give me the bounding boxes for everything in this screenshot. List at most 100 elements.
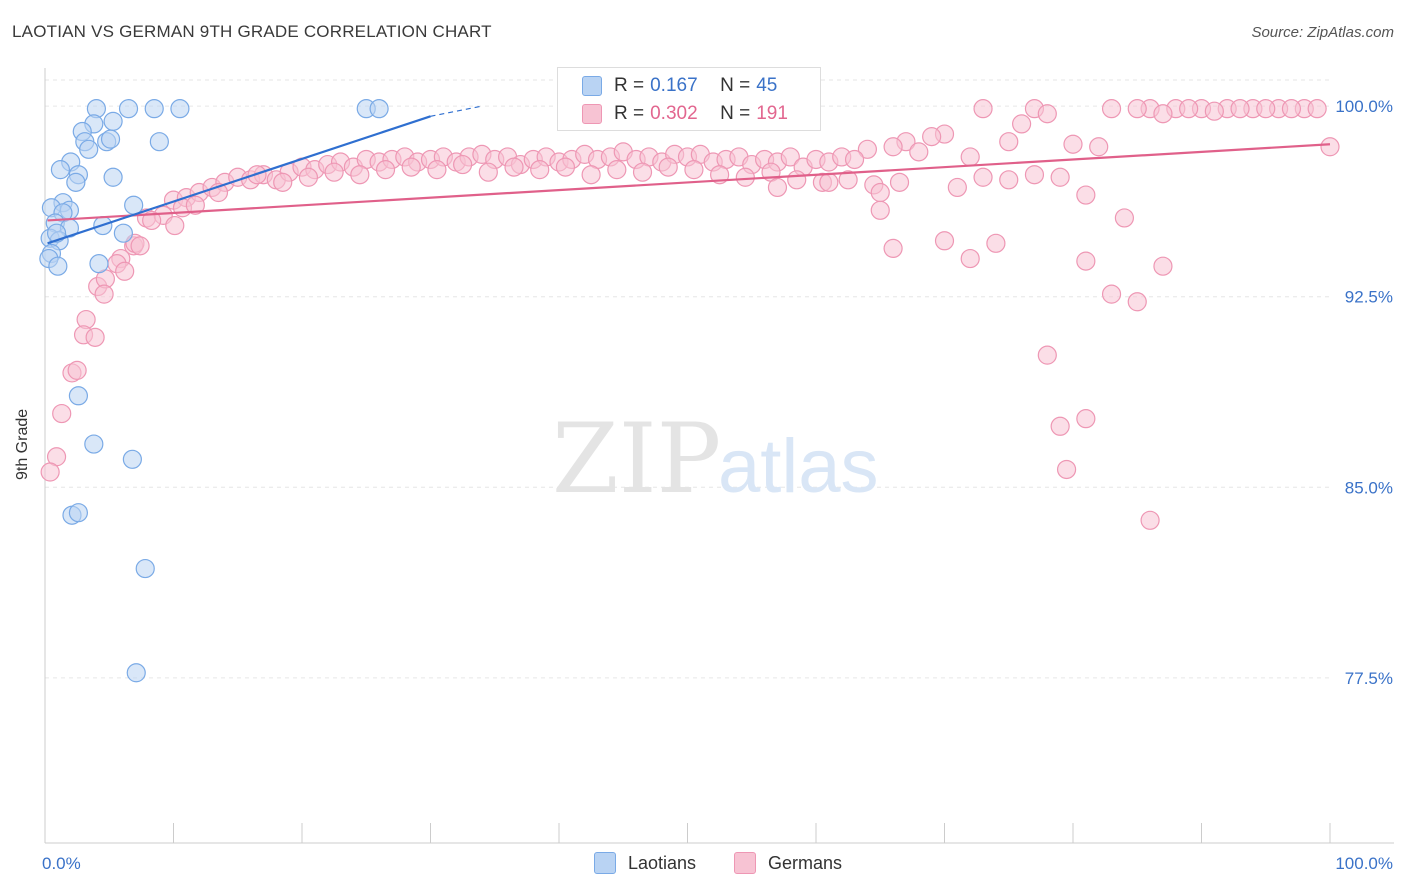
- germans-point: [298, 167, 319, 187]
- germans-point: [1256, 99, 1276, 119]
- germans-point: [1076, 409, 1096, 429]
- laotians-point: [79, 139, 99, 159]
- germans-point: [632, 162, 653, 182]
- germans-point: [52, 403, 72, 424]
- germans-point: [838, 170, 858, 190]
- laotians-legend-swatch: [594, 852, 616, 874]
- germans-point: [999, 170, 1019, 190]
- watermark-atlas: atlas: [718, 424, 879, 509]
- germans-point: [844, 149, 865, 170]
- laotians-point: [144, 99, 164, 119]
- legend-item-laotians: Laotians: [594, 852, 696, 874]
- laotians-point: [122, 449, 142, 469]
- germans-point: [142, 210, 162, 231]
- germans-point: [1179, 99, 1199, 119]
- germans-point: [504, 157, 524, 177]
- germans-point: [85, 327, 105, 347]
- germans-point: [819, 172, 839, 192]
- germans-point: [735, 167, 755, 187]
- germans-point: [934, 231, 955, 251]
- germans-point: [780, 147, 800, 167]
- germans-point: [1024, 165, 1045, 185]
- laotians-point: [66, 172, 86, 192]
- germans-point: [999, 132, 1019, 152]
- germans-point: [973, 167, 993, 187]
- legend-row-germans: R = 0.302 N = 191: [582, 103, 788, 125]
- laotians-legend-label: Laotians: [628, 852, 697, 873]
- germans-point: [1153, 256, 1173, 276]
- germans-point: [324, 162, 344, 182]
- germans-point: [185, 195, 205, 215]
- germans-point: [889, 172, 910, 192]
- germans-point: [870, 182, 890, 203]
- germans-point: [1011, 114, 1032, 134]
- germans-point: [40, 462, 60, 482]
- trend-lines: [47, 105, 1331, 245]
- germans-point: [1101, 284, 1122, 304]
- laotians-point: [113, 223, 133, 243]
- laotians-point: [149, 132, 169, 152]
- germans-point: [67, 360, 87, 380]
- germans-points: [40, 99, 1340, 530]
- laotians-point: [126, 663, 146, 683]
- germans-point: [870, 200, 890, 220]
- germans-point: [1114, 208, 1135, 228]
- germans-point: [909, 142, 929, 162]
- laotians-r-value: 0.167: [650, 75, 698, 96]
- laotians-point: [46, 223, 67, 243]
- germans-point: [973, 99, 993, 119]
- y-tick-label: 100.0%: [1335, 97, 1393, 116]
- laotians-point: [124, 195, 144, 215]
- y-tick-label: 85.0%: [1345, 478, 1393, 497]
- germans-point: [555, 157, 576, 177]
- germans-point: [960, 248, 980, 269]
- germans-point: [1050, 416, 1070, 436]
- germans-point: [427, 160, 447, 180]
- tick-labels: 100.0% 92.5% 85.0% 77.5% 0.0% 100.0%: [42, 97, 1393, 873]
- germans-point: [1076, 251, 1096, 271]
- laotians-swatch: [582, 76, 602, 96]
- germans-trend-line: [47, 143, 1331, 222]
- germans-point: [1230, 99, 1250, 119]
- germans-point: [478, 162, 498, 182]
- laotians-point: [68, 386, 89, 406]
- laotians-r-label: R =: [614, 75, 645, 96]
- laotians-trend-line: [47, 115, 431, 245]
- laotians-point: [48, 256, 68, 276]
- germans-n-label: N =: [720, 103, 751, 124]
- germans-point: [986, 233, 1006, 253]
- laotians-point: [100, 129, 121, 149]
- source-label: Source: ZipAtlas.com: [1251, 24, 1394, 41]
- axes: [44, 68, 1394, 844]
- germans-point: [883, 137, 903, 157]
- germans-point: [130, 236, 150, 256]
- germans-point: [1063, 134, 1083, 154]
- germans-point: [1101, 99, 1122, 119]
- laotians-n-label: N =: [720, 75, 751, 96]
- germans-point: [883, 238, 903, 259]
- laotians-point: [170, 99, 190, 119]
- laotians-trend-extension: [430, 105, 483, 117]
- germans-point: [1320, 137, 1340, 157]
- germans-point: [401, 157, 421, 177]
- legend-item-germans: Germans: [734, 852, 842, 874]
- germans-r-label: R =: [614, 103, 645, 124]
- germans-point: [581, 165, 601, 185]
- germans-point: [350, 165, 370, 185]
- legend-row-laotians: R = 0.167 N = 45: [582, 75, 777, 97]
- germans-point: [94, 284, 114, 304]
- germans-point: [1056, 459, 1077, 480]
- germans-legend-swatch: [734, 852, 756, 874]
- laotians-n-value: 45: [756, 75, 778, 96]
- germans-swatch: [582, 104, 602, 124]
- germans-point: [857, 139, 878, 159]
- chart-title: LAOTIAN VS GERMAN 9TH GRADE CORRELATION …: [12, 22, 492, 41]
- germans-point: [453, 154, 473, 175]
- germans-point: [1281, 99, 1302, 119]
- laotians-point: [84, 434, 104, 454]
- germans-point: [1050, 167, 1070, 187]
- germans-legend-label: Germans: [768, 852, 843, 873]
- germans-point: [1307, 99, 1327, 119]
- germans-point: [1076, 185, 1096, 205]
